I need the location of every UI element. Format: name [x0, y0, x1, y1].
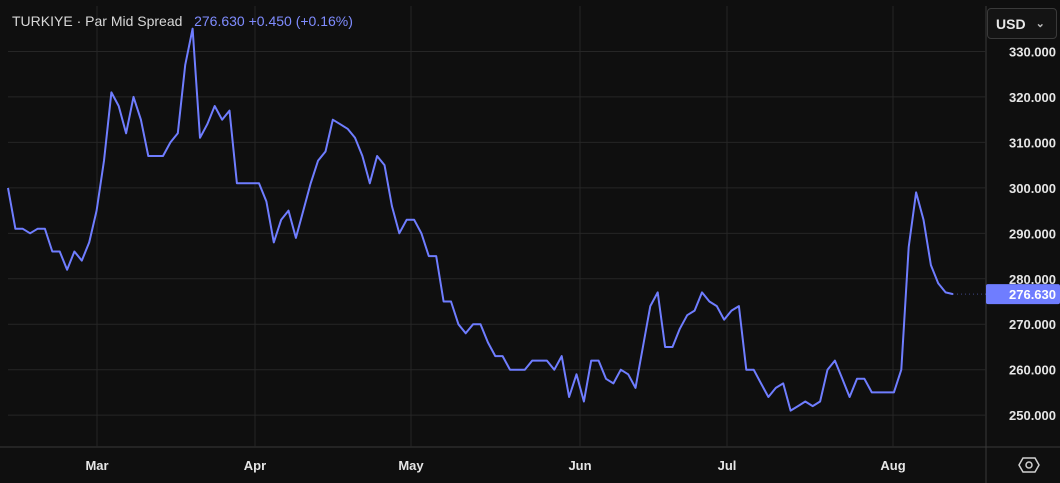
y-tick-label: 280.000 — [1009, 272, 1056, 287]
y-tick-label: 260.000 — [1009, 363, 1056, 378]
legend-last-value: 276.630 — [194, 13, 245, 29]
y-tick-label: 300.000 — [1009, 181, 1056, 196]
legend-symbol: TURKIYE — [12, 13, 73, 29]
x-tick-label: Aug — [880, 458, 905, 473]
chevron-down-icon: ⌄ — [1035, 18, 1045, 30]
x-tick-label: Apr — [244, 458, 266, 473]
y-tick-label: 290.000 — [1009, 226, 1056, 241]
x-tick-label: Jun — [568, 458, 591, 473]
last-value-tag — [986, 284, 1060, 305]
legend-separator: · — [76, 13, 82, 29]
legend-change-pct: (+0.16%) — [295, 13, 353, 29]
x-tick-label: Mar — [85, 458, 108, 473]
settings-icon[interactable] — [1018, 456, 1040, 474]
currency-select-button[interactable]: USD ⌄ — [987, 8, 1057, 39]
currency-label: USD — [996, 15, 1026, 32]
last-value-label: 276.630 — [1009, 287, 1056, 302]
legend-series-name: Par Mid Spread — [85, 13, 183, 29]
chart-legend: TURKIYE · Par Mid Spread 276.630 +0.450 … — [12, 13, 353, 29]
x-tick-label: Jul — [718, 458, 737, 473]
y-tick-label: 250.000 — [1009, 408, 1056, 423]
y-tick-label: 320.000 — [1009, 90, 1056, 105]
y-tick-label: 310.000 — [1009, 135, 1056, 150]
series-line — [7, 27, 954, 412]
y-tick-label: 330.000 — [1009, 44, 1056, 59]
x-tick-label: May — [398, 458, 424, 473]
y-tick-label: 270.000 — [1009, 317, 1056, 332]
legend-change: +0.450 — [248, 13, 292, 29]
